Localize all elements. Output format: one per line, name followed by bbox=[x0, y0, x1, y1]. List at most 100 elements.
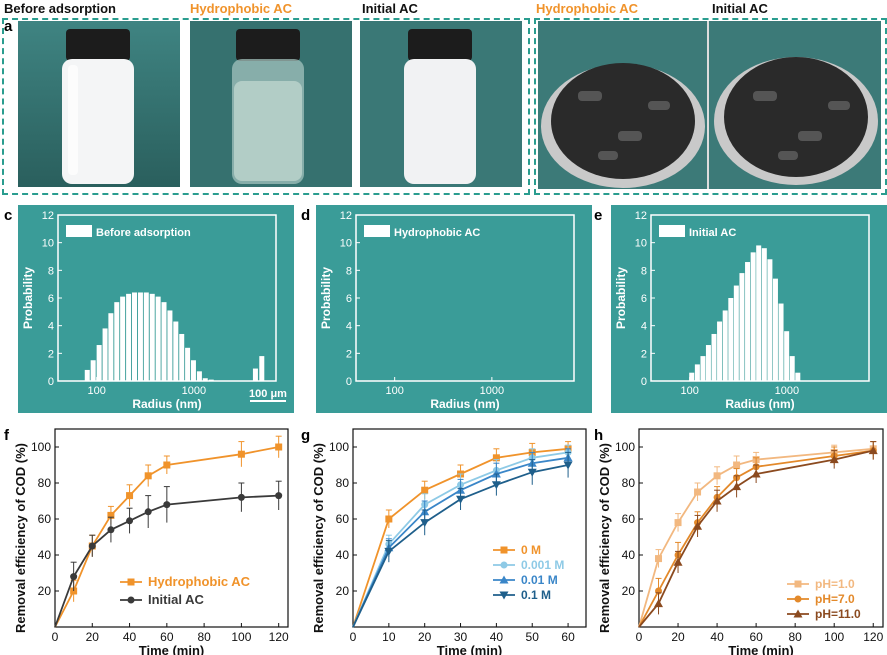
x-tick-label: 100 bbox=[680, 385, 698, 397]
y-tick-label: 40 bbox=[622, 548, 636, 562]
y-tick-label: 8 bbox=[641, 265, 647, 277]
legend-label: 0.1 M bbox=[521, 588, 551, 602]
x-tick-label: 30 bbox=[454, 630, 468, 644]
x-tick-label: 0 bbox=[52, 630, 59, 644]
scale-bar-label: 100 μm bbox=[249, 388, 287, 400]
histogram-bar bbox=[789, 356, 795, 381]
histogram-bar bbox=[717, 321, 723, 381]
x-tick-label: 20 bbox=[418, 630, 432, 644]
y-tick-label: 4 bbox=[641, 321, 647, 333]
histogram-bar bbox=[137, 292, 143, 381]
histogram-bar bbox=[772, 278, 778, 381]
x-tick-label: 1000 bbox=[182, 385, 206, 397]
histogram-bar bbox=[711, 333, 717, 381]
data-point-square bbox=[127, 578, 135, 586]
data-point-square bbox=[237, 450, 245, 458]
histogram-bar bbox=[185, 347, 191, 381]
y-tick-label: 6 bbox=[48, 293, 54, 305]
x-tick-label: 100 bbox=[385, 385, 403, 397]
data-point-triangle-down bbox=[456, 495, 466, 504]
x-tick-label: 20 bbox=[86, 630, 100, 644]
carbon-basket-photo bbox=[538, 21, 881, 189]
legend-swatch bbox=[66, 225, 92, 237]
y-tick-label: 10 bbox=[340, 238, 352, 250]
y-tick-label: 8 bbox=[346, 265, 352, 277]
data-point-triangle bbox=[499, 575, 509, 584]
header-b-initial-ac: Initial AC bbox=[712, 1, 768, 16]
y-tick-label: 40 bbox=[38, 548, 52, 562]
data-point-square bbox=[421, 486, 429, 494]
data-point-square bbox=[275, 443, 283, 451]
histogram-bar bbox=[173, 321, 179, 381]
data-point-triangle bbox=[693, 521, 703, 530]
data-point-square bbox=[713, 472, 721, 480]
y-tick-label: 12 bbox=[42, 210, 54, 222]
vial-image bbox=[360, 21, 522, 187]
panel-label-g: g bbox=[301, 427, 311, 444]
vial-photo-hydrophobic-ac bbox=[190, 21, 352, 187]
histogram-bar bbox=[705, 345, 711, 381]
data-point-triangle bbox=[732, 482, 742, 491]
data-point-circle bbox=[107, 526, 115, 534]
data-point-circle bbox=[144, 508, 152, 516]
y-tick-label: 80 bbox=[336, 476, 350, 490]
line-chart-g: 20 40 60 80 100 0 10 20 30 40 50 60 Time (min) Remova… bbox=[311, 428, 587, 655]
data-point-triangle-down bbox=[384, 547, 394, 556]
x-tick-label: 40 bbox=[123, 630, 137, 644]
histogram-bar bbox=[155, 296, 161, 381]
data-point-triangle bbox=[829, 455, 839, 464]
y-tick-label: 100 bbox=[329, 440, 349, 454]
y-tick-label: 12 bbox=[635, 210, 647, 222]
data-point-circle bbox=[70, 573, 78, 581]
histogram-bar bbox=[750, 252, 756, 381]
data-point-circle bbox=[163, 501, 171, 509]
legend-label: Before adsorption bbox=[96, 227, 191, 239]
histogram-bar bbox=[689, 372, 695, 381]
panel-label-d: d bbox=[301, 207, 311, 224]
y-tick-label: 60 bbox=[336, 512, 350, 526]
y-tick-label: 2 bbox=[641, 348, 647, 360]
legend-label: Initial AC bbox=[689, 227, 736, 239]
x-tick-label: 0 bbox=[350, 630, 357, 644]
data-point-circle bbox=[794, 595, 802, 603]
histogram-bar bbox=[722, 310, 728, 381]
plot-frame bbox=[638, 428, 884, 628]
histogram-bar bbox=[161, 302, 167, 381]
y-tick-label: 10 bbox=[42, 238, 54, 250]
header-before-adsorption: Before adsorption bbox=[4, 1, 116, 16]
panel-label-a: a bbox=[4, 18, 13, 35]
y-tick-label: 12 bbox=[340, 210, 352, 222]
y-axis-label: Removal efficiency of COD (%) bbox=[13, 443, 28, 633]
x-tick-label: 60 bbox=[749, 630, 763, 644]
data-point-triangle bbox=[868, 446, 878, 455]
y-tick-label: 2 bbox=[48, 348, 54, 360]
histogram-bar bbox=[259, 356, 265, 381]
histogram-bar bbox=[756, 245, 762, 381]
panel-label-c: c bbox=[4, 207, 13, 224]
x-tick-label: 40 bbox=[490, 630, 504, 644]
y-tick-label: 80 bbox=[622, 476, 636, 490]
y-axis-label: Probability bbox=[21, 267, 35, 329]
histogram-bar bbox=[208, 379, 214, 381]
legend-label: 0.01 M bbox=[521, 573, 558, 587]
plot-frame bbox=[54, 428, 289, 628]
carbon-basket-image bbox=[541, 21, 878, 189]
y-axis-label: Probability bbox=[614, 267, 628, 329]
data-point-square bbox=[126, 492, 134, 500]
histogram-bar bbox=[96, 345, 102, 381]
histogram-bar bbox=[784, 331, 790, 381]
header-b-hydrophobic-ac: Hydrophobic AC bbox=[536, 1, 639, 16]
histogram-bar bbox=[120, 296, 126, 381]
y-tick-label: 20 bbox=[38, 584, 52, 598]
data-point-triangle-down bbox=[499, 591, 509, 600]
histogram-bar bbox=[202, 378, 208, 381]
histogram-bar bbox=[149, 293, 155, 381]
x-tick-label: 40 bbox=[710, 630, 724, 644]
histogram-bar bbox=[778, 303, 784, 381]
histogram-bar bbox=[196, 371, 202, 381]
data-point-square bbox=[163, 461, 171, 469]
vial-photo-initial-ac bbox=[360, 21, 522, 187]
legend-label: Hydrophobic AC bbox=[394, 227, 480, 239]
